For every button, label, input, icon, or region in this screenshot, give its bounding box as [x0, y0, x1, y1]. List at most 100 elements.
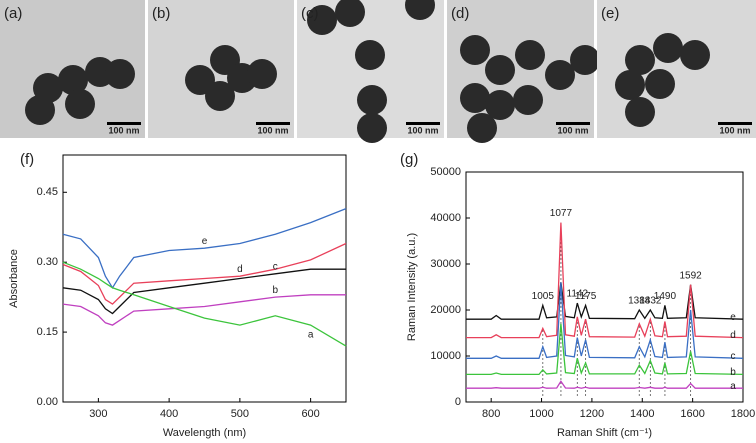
series-label: b: [272, 285, 278, 296]
x-tick-label: 600: [301, 408, 319, 420]
series-label: a: [730, 381, 736, 392]
series-line: [62, 268, 346, 315]
particle: [247, 59, 277, 89]
particle: [357, 113, 387, 143]
y-tick-label: 50000: [430, 166, 461, 178]
scale-bar: [556, 122, 590, 125]
panel-label: (b): [152, 5, 170, 22]
scale-bar: [107, 122, 141, 125]
particle: [515, 40, 545, 70]
y-tick-label: 0.15: [37, 326, 58, 338]
peak-label: 1592: [679, 270, 702, 281]
particle: [680, 40, 710, 70]
particle: [485, 55, 515, 85]
y-tick-label: 0.30: [37, 256, 58, 268]
particle: [460, 83, 490, 113]
series-label: c: [731, 351, 736, 362]
particle: [307, 5, 337, 35]
particle: [615, 70, 645, 100]
peak-label: 1388: [628, 296, 651, 307]
particle: [357, 85, 387, 115]
series-line: [62, 242, 347, 305]
peak-label: 1142: [567, 289, 589, 300]
scale-bar-label: 100 nm: [557, 125, 588, 135]
particle: [185, 65, 215, 95]
series-line: [466, 323, 744, 376]
particle: [25, 95, 55, 125]
particle: [355, 40, 385, 70]
series-line: [466, 222, 744, 339]
panel-label: (e): [601, 5, 619, 22]
series-label: e: [730, 312, 736, 323]
y-tick-label: 10000: [430, 350, 461, 362]
tem-image: [597, 0, 756, 138]
scale-bar-label: 100 nm: [719, 125, 750, 135]
scale-bar-label: 100 nm: [257, 125, 288, 135]
y-tick-label: 0.00: [37, 396, 58, 408]
scale-bar-label: 100 nm: [108, 125, 139, 135]
x-tick-label: 400: [160, 408, 178, 420]
series-label: e: [202, 236, 208, 247]
series-label: d: [730, 330, 736, 341]
particle: [58, 65, 88, 95]
y-tick-label: 30000: [430, 258, 461, 270]
y-tick-label: 0.45: [37, 186, 58, 198]
x-tick-label: 1600: [680, 408, 704, 420]
panel-label: (g): [400, 151, 418, 168]
series-line: [466, 282, 744, 320]
x-tick-label: 1800: [731, 408, 755, 420]
particle: [335, 0, 365, 27]
scale-bar: [718, 122, 752, 125]
panel-label: (c): [301, 5, 319, 22]
panel-label: (f): [20, 151, 34, 168]
particle: [513, 85, 543, 115]
particle: [460, 35, 490, 65]
x-axis-label: Raman Shift (cm⁻¹): [557, 427, 652, 439]
y-tick-label: 0: [455, 396, 461, 408]
peak-label: 1005: [532, 291, 555, 302]
particle: [625, 97, 655, 127]
scale-bar: [406, 122, 440, 125]
peak-label: 1432: [639, 296, 662, 307]
x-tick-label: 1200: [580, 408, 604, 420]
plot-frame: [62, 154, 347, 403]
particle: [625, 45, 655, 75]
series-label: b: [730, 367, 736, 378]
series-line: [62, 207, 347, 290]
y-axis-label: Raman Intensity (a.u.): [406, 233, 418, 341]
x-axis-label: Wavelength (nm): [163, 427, 246, 439]
series-label: c: [273, 261, 278, 272]
particle: [485, 90, 515, 120]
peak-label: 1077: [550, 208, 573, 219]
x-tick-label: 500: [231, 408, 249, 420]
x-tick-label: 300: [89, 408, 107, 420]
panel-label: (d): [451, 5, 469, 22]
series-label: d: [237, 264, 243, 275]
scale-bar-label: 100 nm: [407, 125, 438, 135]
peak-label: 1175: [575, 291, 597, 302]
particle: [545, 60, 575, 90]
particle: [570, 45, 600, 75]
particle: [205, 81, 235, 111]
tem-panels: (a) 100 nm (b) 100 nm (c) 100 nm (d) 100 nm (e) 1…: [0, 0, 756, 143]
particle: [653, 33, 683, 63]
particle: [645, 69, 675, 99]
particle: [65, 89, 95, 119]
y-axis-label: Absorbance: [8, 249, 20, 308]
scale-bar: [256, 122, 290, 125]
series-line: [466, 380, 743, 389]
peak-label: 1490: [654, 291, 677, 302]
particle: [105, 59, 135, 89]
series-line: [62, 261, 347, 347]
particle: [467, 113, 497, 143]
y-tick-label: 20000: [430, 304, 461, 316]
series-label: a: [308, 330, 314, 341]
x-tick-label: 1000: [529, 408, 553, 420]
x-tick-label: 800: [482, 408, 500, 420]
x-tick-label: 1400: [630, 408, 654, 420]
series-line: [466, 282, 744, 359]
plot-frame: [465, 171, 744, 403]
y-tick-label: 40000: [430, 212, 461, 224]
